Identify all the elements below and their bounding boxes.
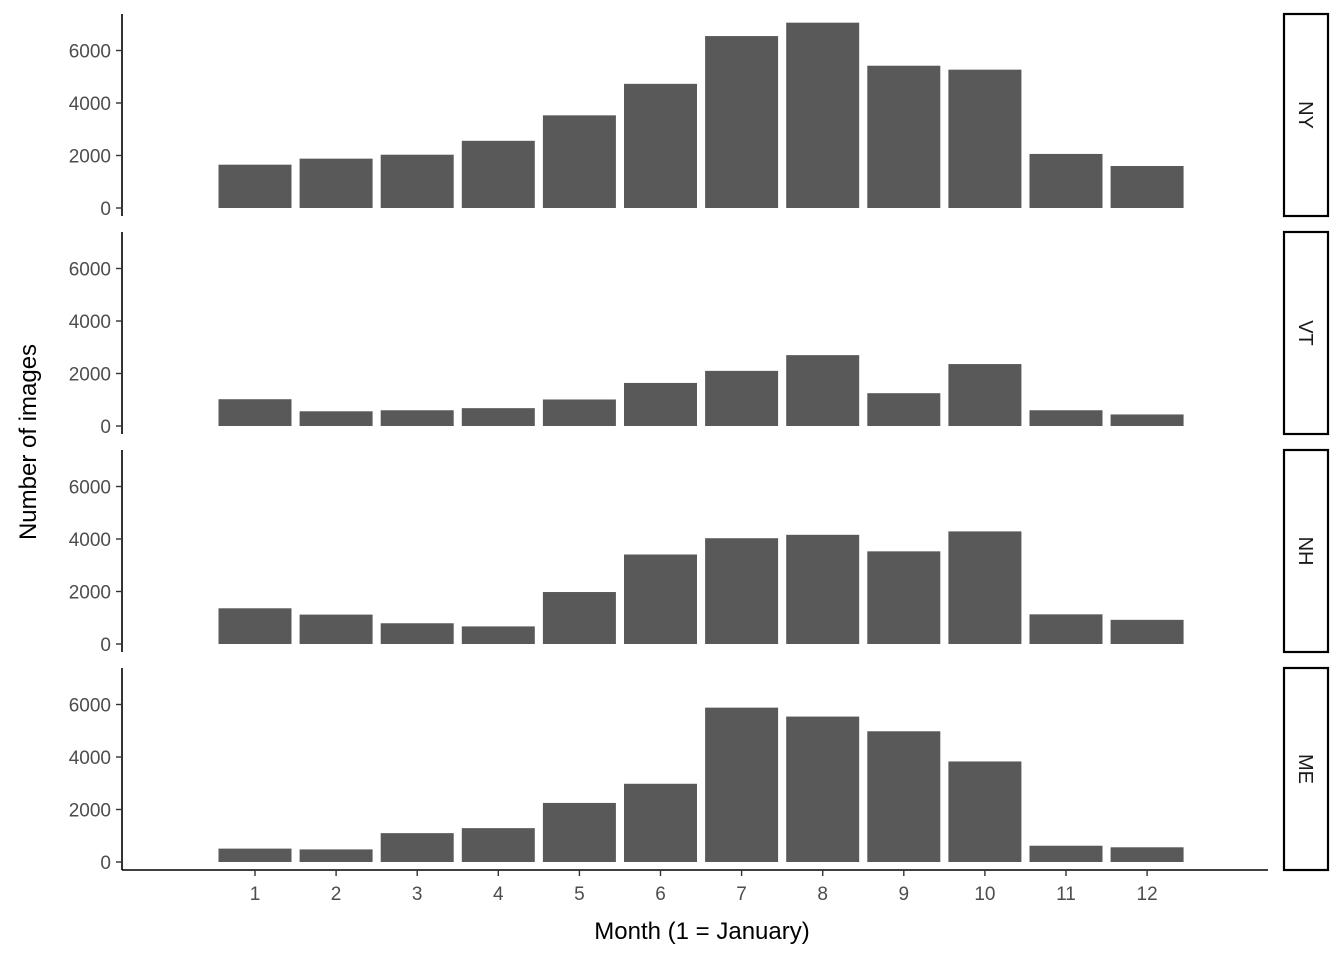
- y-tick-label: 2000: [69, 365, 111, 386]
- bar-me-11: [1029, 845, 1103, 862]
- bar-ny-3: [380, 154, 454, 208]
- y-tick-label: 2000: [69, 147, 111, 168]
- chart-panels: 0 2000 4000 6000 NY 0 2000 4000 6000 VT 0 2000 4000 6…: [69, 12, 1330, 874]
- bar-vt-8: [786, 355, 860, 426]
- bar-nh-12: [1110, 619, 1184, 644]
- y-tick-label: 4000: [69, 312, 111, 333]
- facet-strip-label: ME: [1294, 754, 1316, 784]
- bar-me-10: [948, 761, 1022, 862]
- x-axis-title: Month (1 = January): [594, 918, 809, 945]
- facet-strip-label: NH: [1294, 537, 1316, 566]
- bar-ny-10: [948, 69, 1022, 208]
- bar-nh-10: [948, 531, 1022, 644]
- bar-ny-1: [218, 164, 292, 208]
- bar-vt-1: [218, 399, 292, 426]
- bar-me-5: [542, 802, 616, 862]
- y-tick-label: 0: [100, 417, 111, 438]
- y-tick-label: 2000: [69, 583, 111, 604]
- x-tick-label: 11: [1056, 884, 1076, 905]
- bar-me-2: [299, 849, 373, 862]
- x-axis: 1 2 3 4 5 6 7 8 9 10 11 12: [122, 869, 1268, 905]
- bar-vt-2: [299, 411, 373, 426]
- bar-ny-12: [1110, 166, 1184, 208]
- bar-nh-9: [867, 551, 941, 644]
- bar-me-9: [867, 731, 941, 862]
- y-tick-label: 6000: [69, 478, 111, 499]
- x-tick-label: 4: [493, 884, 504, 905]
- bar-ny-4: [461, 140, 535, 208]
- facet-strip-label: NY: [1294, 101, 1316, 129]
- bar-nh-5: [542, 592, 616, 644]
- x-tick-label: 1: [250, 884, 261, 905]
- facet-strip: [1282, 666, 1330, 872]
- y-tick-label: 4000: [69, 748, 111, 769]
- bar-nh-2: [299, 614, 373, 644]
- bar-me-12: [1110, 847, 1184, 862]
- bar-nh-3: [380, 623, 454, 644]
- bar-nh-8: [786, 534, 860, 644]
- bar-nh-6: [624, 554, 697, 644]
- bar-ny-2: [299, 158, 373, 208]
- x-tick-label: 8: [817, 884, 828, 905]
- y-tick-label: 0: [100, 635, 111, 656]
- facet-strip-label: VT: [1294, 320, 1316, 346]
- bar-me-1: [218, 848, 292, 862]
- x-tick-label: 10: [974, 884, 995, 905]
- bar-vt-9: [867, 393, 941, 426]
- bar-me-7: [705, 707, 779, 862]
- y-tick-label: 4000: [69, 94, 111, 115]
- bar-vt-7: [705, 370, 779, 426]
- bar-vt-11: [1029, 410, 1103, 426]
- bar-ny-7: [705, 36, 779, 208]
- bar-vt-10: [948, 364, 1022, 426]
- bar-ny-9: [867, 65, 941, 208]
- bar-ny-8: [786, 22, 860, 208]
- y-tick-label: 4000: [69, 530, 111, 551]
- x-tick-label: 7: [736, 884, 747, 905]
- facet-strip: [1282, 230, 1330, 436]
- x-tick-label: 9: [899, 884, 910, 905]
- panel-ny: 0 2000 4000 6000 NY: [69, 12, 1330, 220]
- bar-vt-4: [461, 408, 535, 426]
- facet-strip: [1282, 12, 1330, 218]
- panel-vt: 0 2000 4000 6000 VT: [69, 230, 1330, 438]
- bar-vt-6: [624, 382, 697, 426]
- x-tick-label: 3: [412, 884, 423, 905]
- y-tick-label: 6000: [69, 696, 111, 717]
- facet-strip: [1282, 448, 1330, 654]
- bar-me-3: [380, 833, 454, 862]
- bar-vt-3: [380, 410, 454, 426]
- bar-nh-7: [705, 538, 779, 644]
- bar-ny-6: [624, 83, 697, 208]
- y-tick-label: 0: [100, 199, 111, 220]
- bar-nh-4: [461, 626, 535, 644]
- bar-me-4: [461, 828, 535, 862]
- bar-nh-11: [1029, 614, 1103, 644]
- y-tick-label: 6000: [69, 260, 111, 281]
- bar-ny-11: [1029, 153, 1103, 208]
- x-tick-label: 2: [331, 884, 342, 905]
- y-tick-label: 2000: [69, 801, 111, 822]
- y-tick-label: 0: [100, 853, 111, 874]
- bar-me-6: [624, 783, 697, 862]
- bar-vt-5: [542, 399, 616, 426]
- x-tick-label: 12: [1137, 884, 1158, 905]
- panel-nh: 0 2000 4000 6000 NH: [69, 448, 1330, 656]
- y-axis-title: Number of images: [15, 344, 42, 540]
- bar-nh-1: [218, 608, 292, 644]
- x-tick-label: 6: [655, 884, 666, 905]
- x-tick-label: 5: [574, 884, 585, 905]
- bar-vt-12: [1110, 414, 1184, 426]
- bar-ny-5: [542, 115, 616, 208]
- panel-me: 0 2000 4000 6000 ME: [69, 666, 1330, 874]
- y-tick-label: 6000: [69, 42, 111, 63]
- bar-me-8: [786, 716, 860, 862]
